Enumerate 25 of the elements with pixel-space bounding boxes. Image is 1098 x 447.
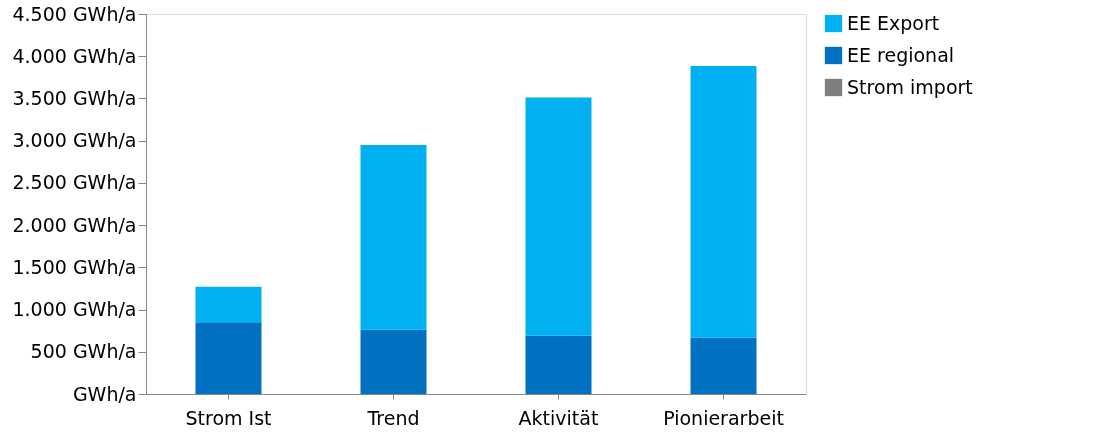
x-tick-label: Aktivität <box>518 406 599 429</box>
x-tick-label: Pionierarbeit <box>663 406 784 429</box>
legend-label: Strom import <box>847 75 973 98</box>
bar <box>525 97 592 336</box>
bar <box>690 65 757 338</box>
bar <box>195 286 262 323</box>
y-tick-label: 1.000 GWh/a <box>12 298 137 321</box>
bar <box>690 337 757 394</box>
y-tick-label: 3.000 GWh/a <box>12 129 137 152</box>
bar <box>525 335 592 394</box>
y-tick-label: GWh/a <box>72 382 137 405</box>
x-tick-label: Trend <box>366 406 420 429</box>
bar <box>360 329 427 394</box>
y-tick-label: 2.500 GWh/a <box>12 171 137 194</box>
y-tick-label: 2.000 GWh/a <box>12 213 137 236</box>
y-tick-label: 1.500 GWh/a <box>12 255 137 278</box>
y-tick-label: 4.500 GWh/a <box>12 2 137 25</box>
x-tick-label: Strom Ist <box>185 406 272 429</box>
bar <box>195 322 262 394</box>
y-tick-label: 3.500 GWh/a <box>12 86 137 109</box>
y-tick-label: 4.000 GWh/a <box>12 44 137 67</box>
y-tick-label: 500 GWh/a <box>30 340 137 363</box>
bar <box>360 144 427 330</box>
legend-label: EE regional <box>847 43 955 66</box>
legend-label: EE Export <box>847 11 940 34</box>
